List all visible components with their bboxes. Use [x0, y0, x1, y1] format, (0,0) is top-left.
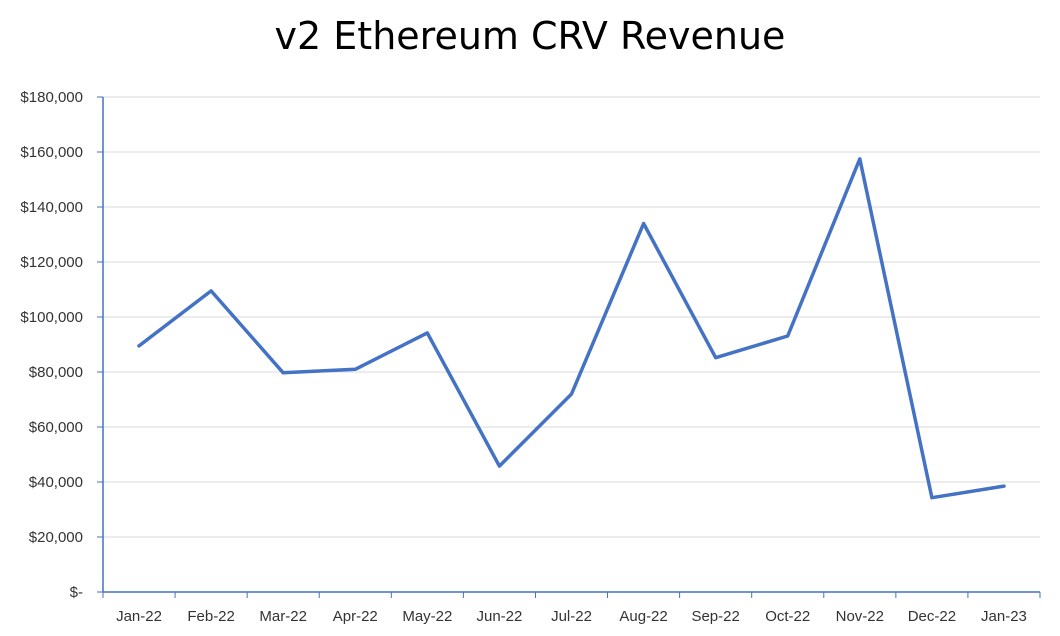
x-tick-label: Jun-22 [476, 608, 522, 625]
x-tick-label: Sep-22 [691, 608, 739, 625]
y-tick-label: $40,000 [29, 474, 83, 491]
y-tick-label: $80,000 [29, 364, 83, 381]
x-tick-label: Apr-22 [333, 608, 378, 625]
x-tick-label: Dec-22 [908, 608, 956, 625]
series-line [137, 157, 1006, 500]
x-tick-label: Aug-22 [619, 608, 667, 625]
x-tick-label: Jul-22 [551, 608, 592, 625]
y-tick-label: $- [70, 584, 83, 601]
x-tick-label: Mar-22 [259, 608, 307, 625]
y-tick-label: $20,000 [29, 529, 83, 546]
x-tick-label: Jan-23 [981, 608, 1027, 625]
y-tick-label: $100,000 [20, 309, 83, 326]
y-tick-label: $140,000 [20, 199, 83, 216]
x-tick-label: May-22 [402, 608, 452, 625]
x-tick-label: Feb-22 [187, 608, 235, 625]
chart-title: v2 Ethereum CRV Revenue [274, 14, 786, 58]
x-tick-label: Oct-22 [765, 608, 810, 625]
x-tick-label: Jan-22 [116, 608, 162, 625]
y-tick-label: $120,000 [20, 254, 83, 271]
y-tick-label: $180,000 [20, 89, 83, 106]
x-tick-label: Nov-22 [836, 608, 884, 625]
y-tick-label: $60,000 [29, 419, 83, 436]
y-tick-label: $160,000 [20, 144, 83, 161]
